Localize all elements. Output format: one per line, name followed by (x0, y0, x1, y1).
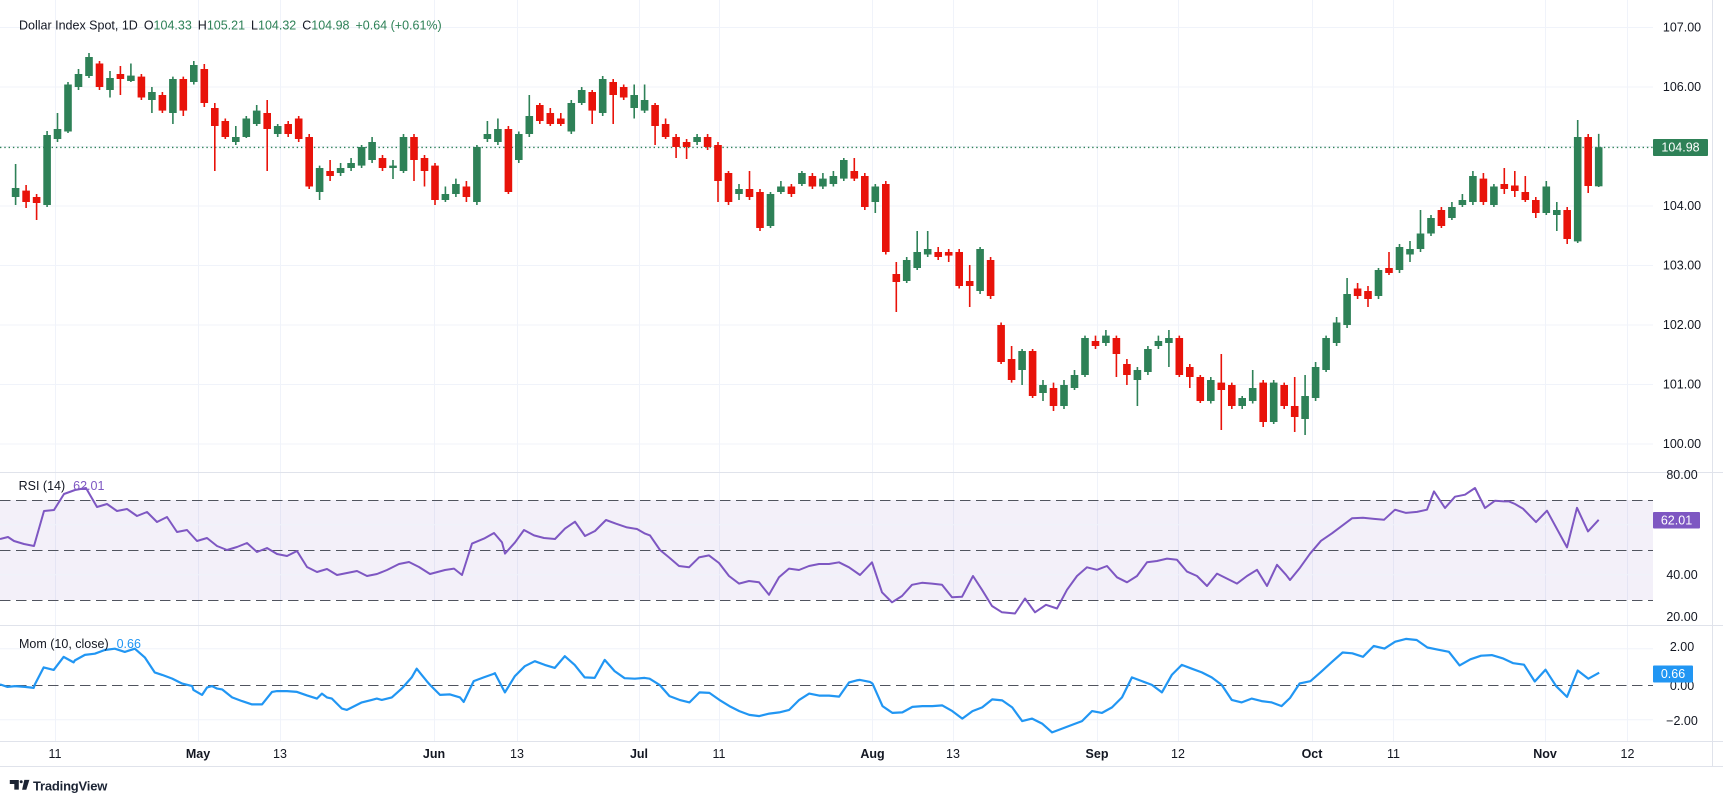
svg-text:11: 11 (713, 747, 726, 761)
svg-text:Jun: Jun (423, 747, 445, 761)
svg-text:11: 11 (1387, 747, 1400, 761)
svg-text:104.00: 104.00 (1663, 199, 1701, 213)
svg-text:13: 13 (946, 747, 960, 761)
svg-text:12: 12 (1621, 747, 1635, 761)
svg-text:Mom (10, close)0.66: Mom (10, close) 0.66 (19, 637, 141, 651)
svg-text:−2.00: −2.00 (1666, 714, 1698, 728)
svg-text:Nov: Nov (1533, 747, 1557, 761)
svg-text:RSI (14)62.01: RSI (14) 62.01 (19, 479, 105, 493)
svg-text:May: May (186, 747, 210, 761)
svg-text:102.00: 102.00 (1663, 318, 1701, 332)
svg-text:103.00: 103.00 (1663, 259, 1701, 273)
svg-text:13: 13 (273, 747, 287, 761)
svg-text:Oct: Oct (1302, 747, 1324, 761)
svg-text:100.00: 100.00 (1663, 437, 1701, 451)
svg-text:12: 12 (1171, 747, 1185, 761)
svg-text:13: 13 (510, 747, 524, 761)
svg-text:Aug: Aug (860, 747, 884, 761)
svg-text:0.66: 0.66 (1661, 667, 1685, 681)
svg-text:107.00: 107.00 (1663, 21, 1701, 35)
svg-text:11: 11 (49, 747, 62, 761)
svg-text:62.01: 62.01 (1661, 513, 1692, 527)
svg-text:106.00: 106.00 (1663, 80, 1701, 94)
svg-text:Sep: Sep (1086, 747, 1109, 761)
svg-text:80.00: 80.00 (1666, 468, 1697, 482)
svg-text:40.00: 40.00 (1666, 568, 1697, 582)
svg-text:104.98: 104.98 (1661, 141, 1699, 155)
svg-text:Jul: Jul (630, 747, 648, 761)
svg-text:0.00: 0.00 (1670, 679, 1694, 693)
svg-text:2.00: 2.00 (1670, 640, 1694, 654)
svg-text:TradingView: TradingView (33, 778, 108, 793)
svg-text:20.00: 20.00 (1666, 610, 1697, 624)
svg-text:101.00: 101.00 (1663, 378, 1701, 392)
